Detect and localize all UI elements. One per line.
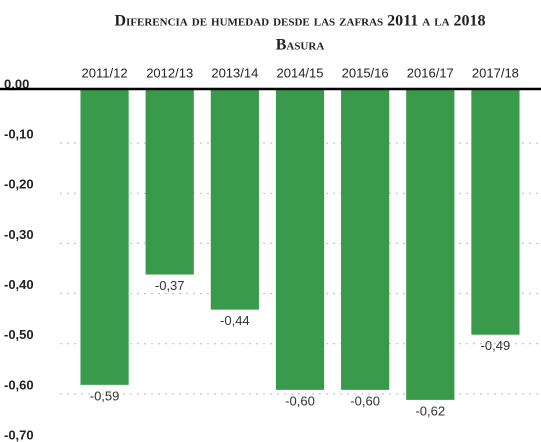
- y-tick-label: -0,40: [4, 277, 34, 292]
- bar: [406, 89, 455, 400]
- value-label: -0,62: [415, 403, 445, 418]
- value-label: -0,44: [220, 313, 250, 328]
- x-tick-label: 2014/15: [277, 65, 324, 80]
- x-tick-label: 2015/16: [342, 65, 389, 80]
- value-label: -0,60: [285, 393, 315, 408]
- bar: [471, 89, 520, 335]
- bar: [80, 89, 129, 385]
- value-label: -0,60: [350, 393, 380, 408]
- bar: [341, 89, 390, 390]
- y-tick-label: -0,70: [4, 427, 34, 442]
- bar: [145, 89, 194, 275]
- y-tick-label: -0,10: [4, 127, 34, 142]
- value-label: -0,49: [481, 338, 511, 353]
- y-tick-label: -0,50: [4, 327, 34, 342]
- x-tick-label: 2013/14: [211, 65, 258, 80]
- chart-title: Diferencia de humedad desde las zafras 2…: [114, 13, 485, 30]
- y-tick-label: 0,00: [4, 76, 29, 91]
- x-tick-label: 2016/17: [407, 65, 454, 80]
- x-tick-label: 2012/13: [146, 65, 193, 80]
- x-tick-label: 2011/12: [82, 65, 128, 80]
- bar: [275, 89, 325, 390]
- y-tick-label: -0,20: [4, 177, 34, 192]
- y-tick-label: -0,60: [4, 377, 34, 392]
- value-label: -0,37: [155, 278, 185, 293]
- value-label: -0,59: [90, 388, 120, 403]
- bar: [210, 89, 259, 310]
- chart-subtitle: Basura: [276, 37, 325, 54]
- x-tick-label: 2017/18: [472, 65, 519, 80]
- y-tick-label: -0,30: [4, 227, 34, 242]
